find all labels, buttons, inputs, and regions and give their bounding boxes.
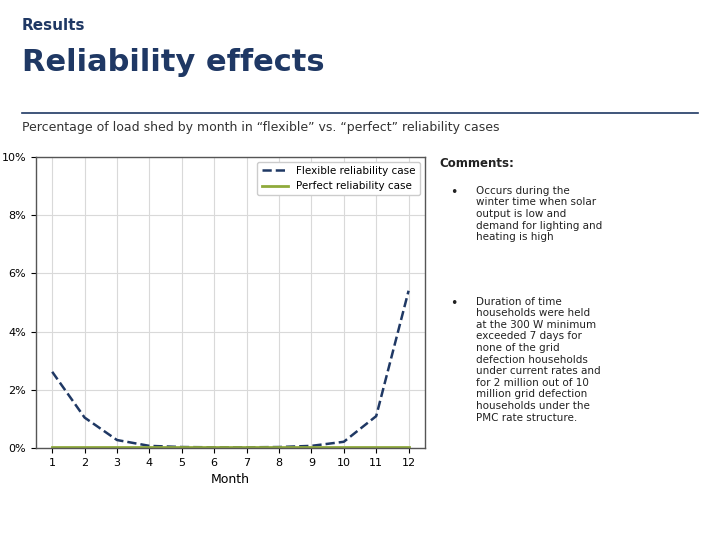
Text: Duration of time
households were held
at the 300 W minimum
exceeded 7 days for
n: Duration of time households were held at…	[477, 296, 601, 423]
Perfect reliability case	[48, 443, 57, 450]
Flexible reliability case	[275, 444, 284, 450]
Flexible reliability case	[372, 413, 381, 420]
Perfect reliability case	[242, 443, 251, 450]
Flexible reliability case	[113, 437, 122, 443]
Line: Flexible reliability case: Flexible reliability case	[53, 291, 409, 447]
Text: •: •	[450, 296, 457, 309]
Perfect reliability case	[177, 443, 186, 450]
Perfect reliability case	[275, 443, 284, 450]
Perfect reliability case	[307, 443, 316, 450]
Flexible reliability case	[242, 444, 251, 450]
Flexible reliability case	[307, 443, 316, 449]
Flexible reliability case	[48, 369, 57, 375]
Flexible reliability case	[405, 287, 413, 294]
Perfect reliability case	[81, 443, 89, 450]
Text: Results: Results	[22, 18, 85, 33]
Text: Comments:: Comments:	[439, 157, 514, 170]
Text: Percentage of load shed by month in “flexible” vs. “perfect” reliability cases: Percentage of load shed by month in “fle…	[22, 121, 499, 134]
Text: 11/22/2020: 11/22/2020	[22, 516, 78, 526]
Perfect reliability case	[113, 443, 122, 450]
Flexible reliability case	[210, 444, 219, 450]
Perfect reliability case	[145, 443, 154, 450]
Perfect reliability case	[372, 443, 381, 450]
Perfect reliability case	[405, 443, 413, 450]
Perfect reliability case	[340, 443, 348, 450]
Flexible reliability case	[145, 443, 154, 449]
Text: 21: 21	[686, 516, 698, 526]
Flexible reliability case	[81, 414, 89, 421]
Text: •: •	[450, 186, 457, 199]
X-axis label: Month: Month	[211, 474, 250, 487]
Text: WILLGORMAN | USACE | UC BERKELEY: WILLGORMAN | USACE | UC BERKELEY	[266, 516, 454, 526]
Text: Occurs during the
winter time when solar
output is low and
demand for lighting a: Occurs during the winter time when solar…	[477, 186, 603, 242]
Text: Reliability effects: Reliability effects	[22, 48, 324, 77]
Perfect reliability case	[210, 443, 219, 450]
Flexible reliability case	[340, 438, 348, 445]
Flexible reliability case	[177, 444, 186, 450]
Legend: Flexible reliability case, Perfect reliability case: Flexible reliability case, Perfect relia…	[257, 162, 420, 195]
